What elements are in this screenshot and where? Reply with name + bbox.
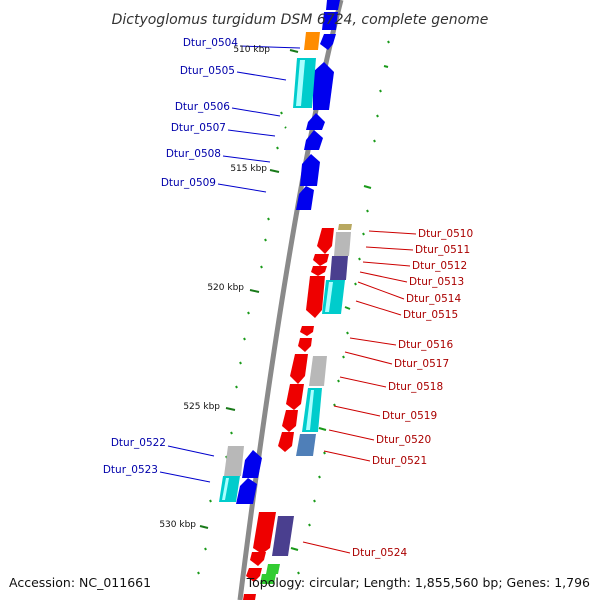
gene-label-dtur_0511[interactable]: Dtur_0511 <box>415 244 470 256</box>
gene-label-dtur_0521[interactable]: Dtur_0521 <box>372 455 427 467</box>
gene-label-dtur_0517[interactable]: Dtur_0517 <box>394 358 449 370</box>
topology-label: Topology: circular; Length: 1,855,560 bp… <box>246 575 590 590</box>
feature-blocks-mid <box>296 224 352 456</box>
kbp-tick-label: 525 kbp <box>183 402 220 412</box>
gene-label-dtur_0518[interactable]: Dtur_0518 <box>388 381 443 393</box>
gene-label-dtur_0522[interactable]: Dtur_0522 <box>111 437 166 449</box>
gene-label-dtur_0516[interactable]: Dtur_0516 <box>398 339 453 351</box>
gene-label-dtur_0510[interactable]: Dtur_0510 <box>418 228 473 240</box>
gene-label-dtur_0505[interactable]: Dtur_0505 <box>180 65 235 77</box>
gene-labels: Dtur_0504 Dtur_0505 Dtur_0506 Dtur_0507 Dtur… <box>103 37 473 559</box>
gene-label-dtur_0514[interactable]: Dtur_0514 <box>406 293 461 305</box>
gene-label-dtur_0520[interactable]: Dtur_0520 <box>376 434 431 446</box>
outer-guide <box>197 40 390 575</box>
gene-label-dtur_0506[interactable]: Dtur_0506 <box>175 101 230 113</box>
gene-label-dtur_0504[interactable]: Dtur_0504 <box>183 37 238 49</box>
label-connectors <box>159 45 417 554</box>
kbp-tick-label: 515 kbp <box>230 164 267 174</box>
feature-blocks-top <box>293 32 320 108</box>
gene-label-dtur_0509[interactable]: Dtur_0509 <box>161 177 216 189</box>
gene-label-dtur_0515[interactable]: Dtur_0515 <box>403 309 458 321</box>
bottom-genes <box>243 512 294 600</box>
kbp-ticks <box>199 49 299 529</box>
accession-label: Accession: NC_011661 <box>9 575 151 590</box>
kbp-labels: 510 kbp 515 kbp 520 kbp 525 kbp 530 kbp <box>159 45 270 530</box>
kbp-tick-label: 510 kbp <box>233 45 270 55</box>
gene-label-dtur_0523[interactable]: Dtur_0523 <box>103 464 158 476</box>
kbp-tick-label: 530 kbp <box>159 520 196 530</box>
gene-label-dtur_0512[interactable]: Dtur_0512 <box>412 260 467 272</box>
forward-genes-top <box>296 0 340 210</box>
gene-label-dtur_0513[interactable]: Dtur_0513 <box>409 276 464 288</box>
gene-label-dtur_0524[interactable]: Dtur_0524 <box>352 547 407 559</box>
inner-forward-genes <box>219 446 262 504</box>
gene-label-dtur_0507[interactable]: Dtur_0507 <box>171 122 226 134</box>
kbp-tick-label: 520 kbp <box>207 283 244 293</box>
gene-label-dtur_0519[interactable]: Dtur_0519 <box>382 410 437 422</box>
map-title: Dictyoglomus turgidum DSM 6724, complete… <box>112 12 489 28</box>
reverse-genes-mid <box>278 228 334 452</box>
gene-label-dtur_0508[interactable]: Dtur_0508 <box>166 148 221 160</box>
